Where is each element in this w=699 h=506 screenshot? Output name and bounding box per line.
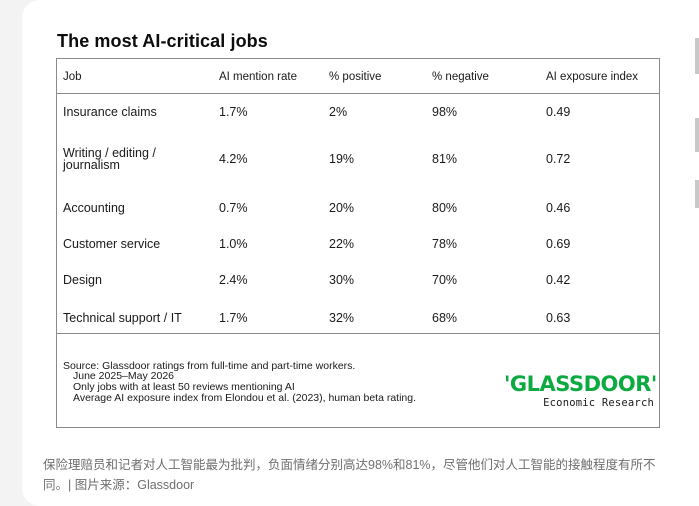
cell-positive: 22% <box>329 237 355 251</box>
cell-exposure: 0.69 <box>546 237 571 251</box>
scroll-indicator[interactable] <box>694 0 699 210</box>
scroll-mark <box>695 118 699 152</box>
cell-job: Accounting <box>63 201 125 215</box>
cell-mention-rate: 2.4% <box>219 273 248 287</box>
cell-positive: 20% <box>329 201 355 215</box>
figure-title: The most AI-critical jobs <box>57 31 268 51</box>
cell-negative: 70% <box>432 273 458 287</box>
header-negative: % negative <box>432 71 489 83</box>
cell-exposure: 0.42 <box>546 273 571 287</box>
image-caption: 保险理赔员和记者对人工智能最为批判，负面情绪分别高达98%和81%，尽管他们对人… <box>43 458 656 492</box>
glassdoor-logo: 'GLASSDOOR' Economic Research <box>504 372 657 409</box>
cell-mention-rate: 0.7% <box>219 201 248 215</box>
cell-mention-rate: 1.7% <box>219 105 248 119</box>
header-job: Job <box>63 71 82 83</box>
article-card <box>22 0 699 506</box>
header-mention-rate: AI mention rate <box>219 71 297 83</box>
source-notes-box: Source: Glassdoor ratings from full-time… <box>56 334 660 428</box>
cell-exposure: 0.72 <box>546 152 571 166</box>
glassdoor-subtitle: Economic Research <box>543 397 654 409</box>
scroll-mark <box>695 180 699 208</box>
table-header-row: Job AI mention rate % positive % negativ… <box>57 59 659 94</box>
cell-exposure: 0.46 <box>546 201 571 215</box>
cell-job: Customer service <box>63 237 161 251</box>
cell-negative: 98% <box>432 105 458 119</box>
cell-negative: 80% <box>432 201 458 215</box>
cell-negative: 81% <box>432 152 458 166</box>
header-exposure: AI exposure index <box>546 71 639 83</box>
cell-positive: 19% <box>329 152 355 166</box>
cell-positive: 32% <box>329 311 355 325</box>
cell-negative: 78% <box>432 237 458 251</box>
header-positive: % positive <box>329 71 382 83</box>
cell-job: Technical support / IT <box>63 311 182 325</box>
source-line: Source: Glassdoor ratings from full-time… <box>63 360 356 372</box>
glassdoor-wordmark: 'GLASSDOOR' <box>504 372 657 396</box>
source-review-threshold: Only jobs with at least 50 reviews menti… <box>73 381 295 393</box>
cell-job: Design <box>63 273 102 287</box>
cell-job: Writing / editing / <box>63 146 156 160</box>
scroll-mark <box>695 38 699 74</box>
source-exposure-note: Average AI exposure index from Elondou e… <box>73 392 417 404</box>
cell-mention-rate: 1.0% <box>219 237 248 251</box>
cell-positive: 2% <box>329 105 348 119</box>
source-date-range: June 2025–May 2026 <box>73 370 174 382</box>
cell-exposure: 0.49 <box>546 105 571 119</box>
cell-mention-rate: 4.2% <box>219 152 248 166</box>
cell-negative: 68% <box>432 311 458 325</box>
cell-exposure: 0.63 <box>546 311 571 325</box>
jobs-table: Job AI mention rate % positive % negativ… <box>56 58 660 334</box>
cell-job-continued: journalism <box>63 158 120 172</box>
cell-job: Insurance claims <box>63 105 157 119</box>
cell-mention-rate: 1.7% <box>219 311 248 325</box>
cell-positive: 30% <box>329 273 355 287</box>
